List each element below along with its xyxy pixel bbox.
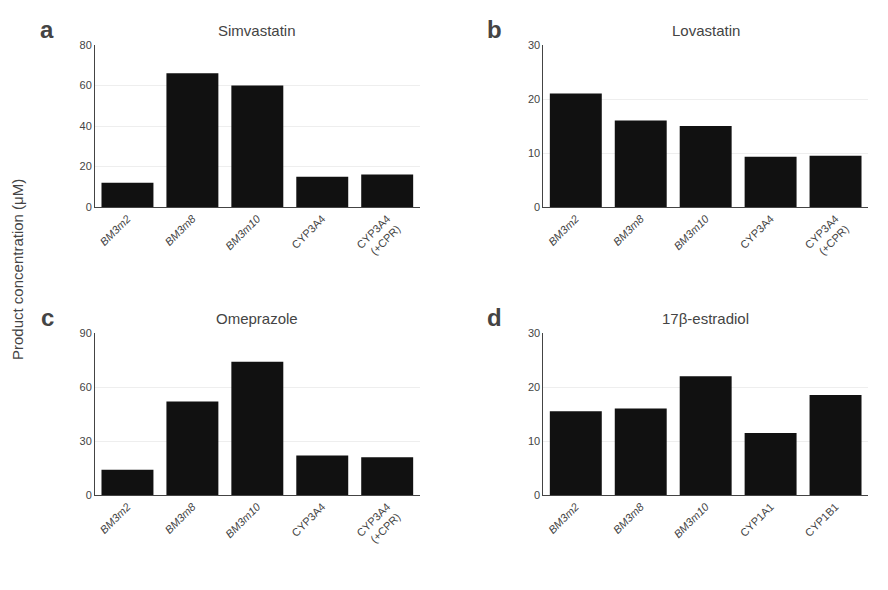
svg-text:40: 40 xyxy=(80,120,92,132)
svg-text:30: 30 xyxy=(528,39,540,51)
svg-text:80: 80 xyxy=(80,39,92,51)
svg-text:b: b xyxy=(487,16,502,43)
svg-text:CYP3A4(+CPR): CYP3A4(+CPR) xyxy=(803,213,851,261)
svg-text:BM3m8: BM3m8 xyxy=(162,500,198,536)
svg-text:BM3m2: BM3m2 xyxy=(546,213,581,248)
svg-text:10: 10 xyxy=(528,147,540,159)
svg-text:BM3m2: BM3m2 xyxy=(97,213,132,248)
svg-text:CYP3A4(+CPR): CYP3A4(+CPR) xyxy=(354,213,402,261)
svg-text:BM3m8: BM3m8 xyxy=(611,212,647,248)
svg-text:20: 20 xyxy=(528,93,540,105)
svg-text:BM3m2: BM3m2 xyxy=(97,501,132,536)
svg-text:CYP3A4: CYP3A4 xyxy=(289,213,327,251)
svg-text:0: 0 xyxy=(86,489,92,501)
svg-text:CYP3A4: CYP3A4 xyxy=(738,213,776,251)
svg-text:0: 0 xyxy=(534,489,540,501)
svg-text:60: 60 xyxy=(80,79,92,91)
svg-text:BM3m10: BM3m10 xyxy=(671,212,711,252)
svg-text:Lovastatin: Lovastatin xyxy=(672,22,740,39)
svg-text:Omeprazole: Omeprazole xyxy=(216,310,298,327)
svg-text:60: 60 xyxy=(80,381,92,393)
svg-text:20: 20 xyxy=(80,160,92,172)
svg-text:30: 30 xyxy=(528,327,540,339)
svg-text:17β-estradiol: 17β-estradiol xyxy=(662,310,749,327)
svg-text:d: d xyxy=(487,304,502,331)
svg-text:c: c xyxy=(41,304,54,331)
svg-text:30: 30 xyxy=(80,435,92,447)
svg-text:CYP1B1: CYP1B1 xyxy=(803,501,841,539)
svg-text:10: 10 xyxy=(528,435,540,447)
svg-text:CYP3A4: CYP3A4 xyxy=(289,501,327,539)
svg-text:a: a xyxy=(40,16,54,43)
svg-text:0: 0 xyxy=(534,201,540,213)
svg-text:CYP1A1: CYP1A1 xyxy=(738,501,776,539)
svg-text:Product concentration (μM): Product concentration (μM) xyxy=(9,179,26,360)
svg-text:BM3m2: BM3m2 xyxy=(546,501,581,536)
svg-text:90: 90 xyxy=(80,327,92,339)
svg-text:Simvastatin: Simvastatin xyxy=(218,22,296,39)
svg-text:BM3m10: BM3m10 xyxy=(223,500,263,540)
svg-text:0: 0 xyxy=(86,201,92,213)
svg-text:BM3m10: BM3m10 xyxy=(671,500,711,540)
svg-text:BM3m8: BM3m8 xyxy=(162,212,198,248)
svg-text:BM3m8: BM3m8 xyxy=(611,500,647,536)
svg-text:BM3m10: BM3m10 xyxy=(223,212,263,252)
svg-text:20: 20 xyxy=(528,381,540,393)
svg-text:CYP3A4(+CPR): CYP3A4(+CPR) xyxy=(354,501,402,549)
